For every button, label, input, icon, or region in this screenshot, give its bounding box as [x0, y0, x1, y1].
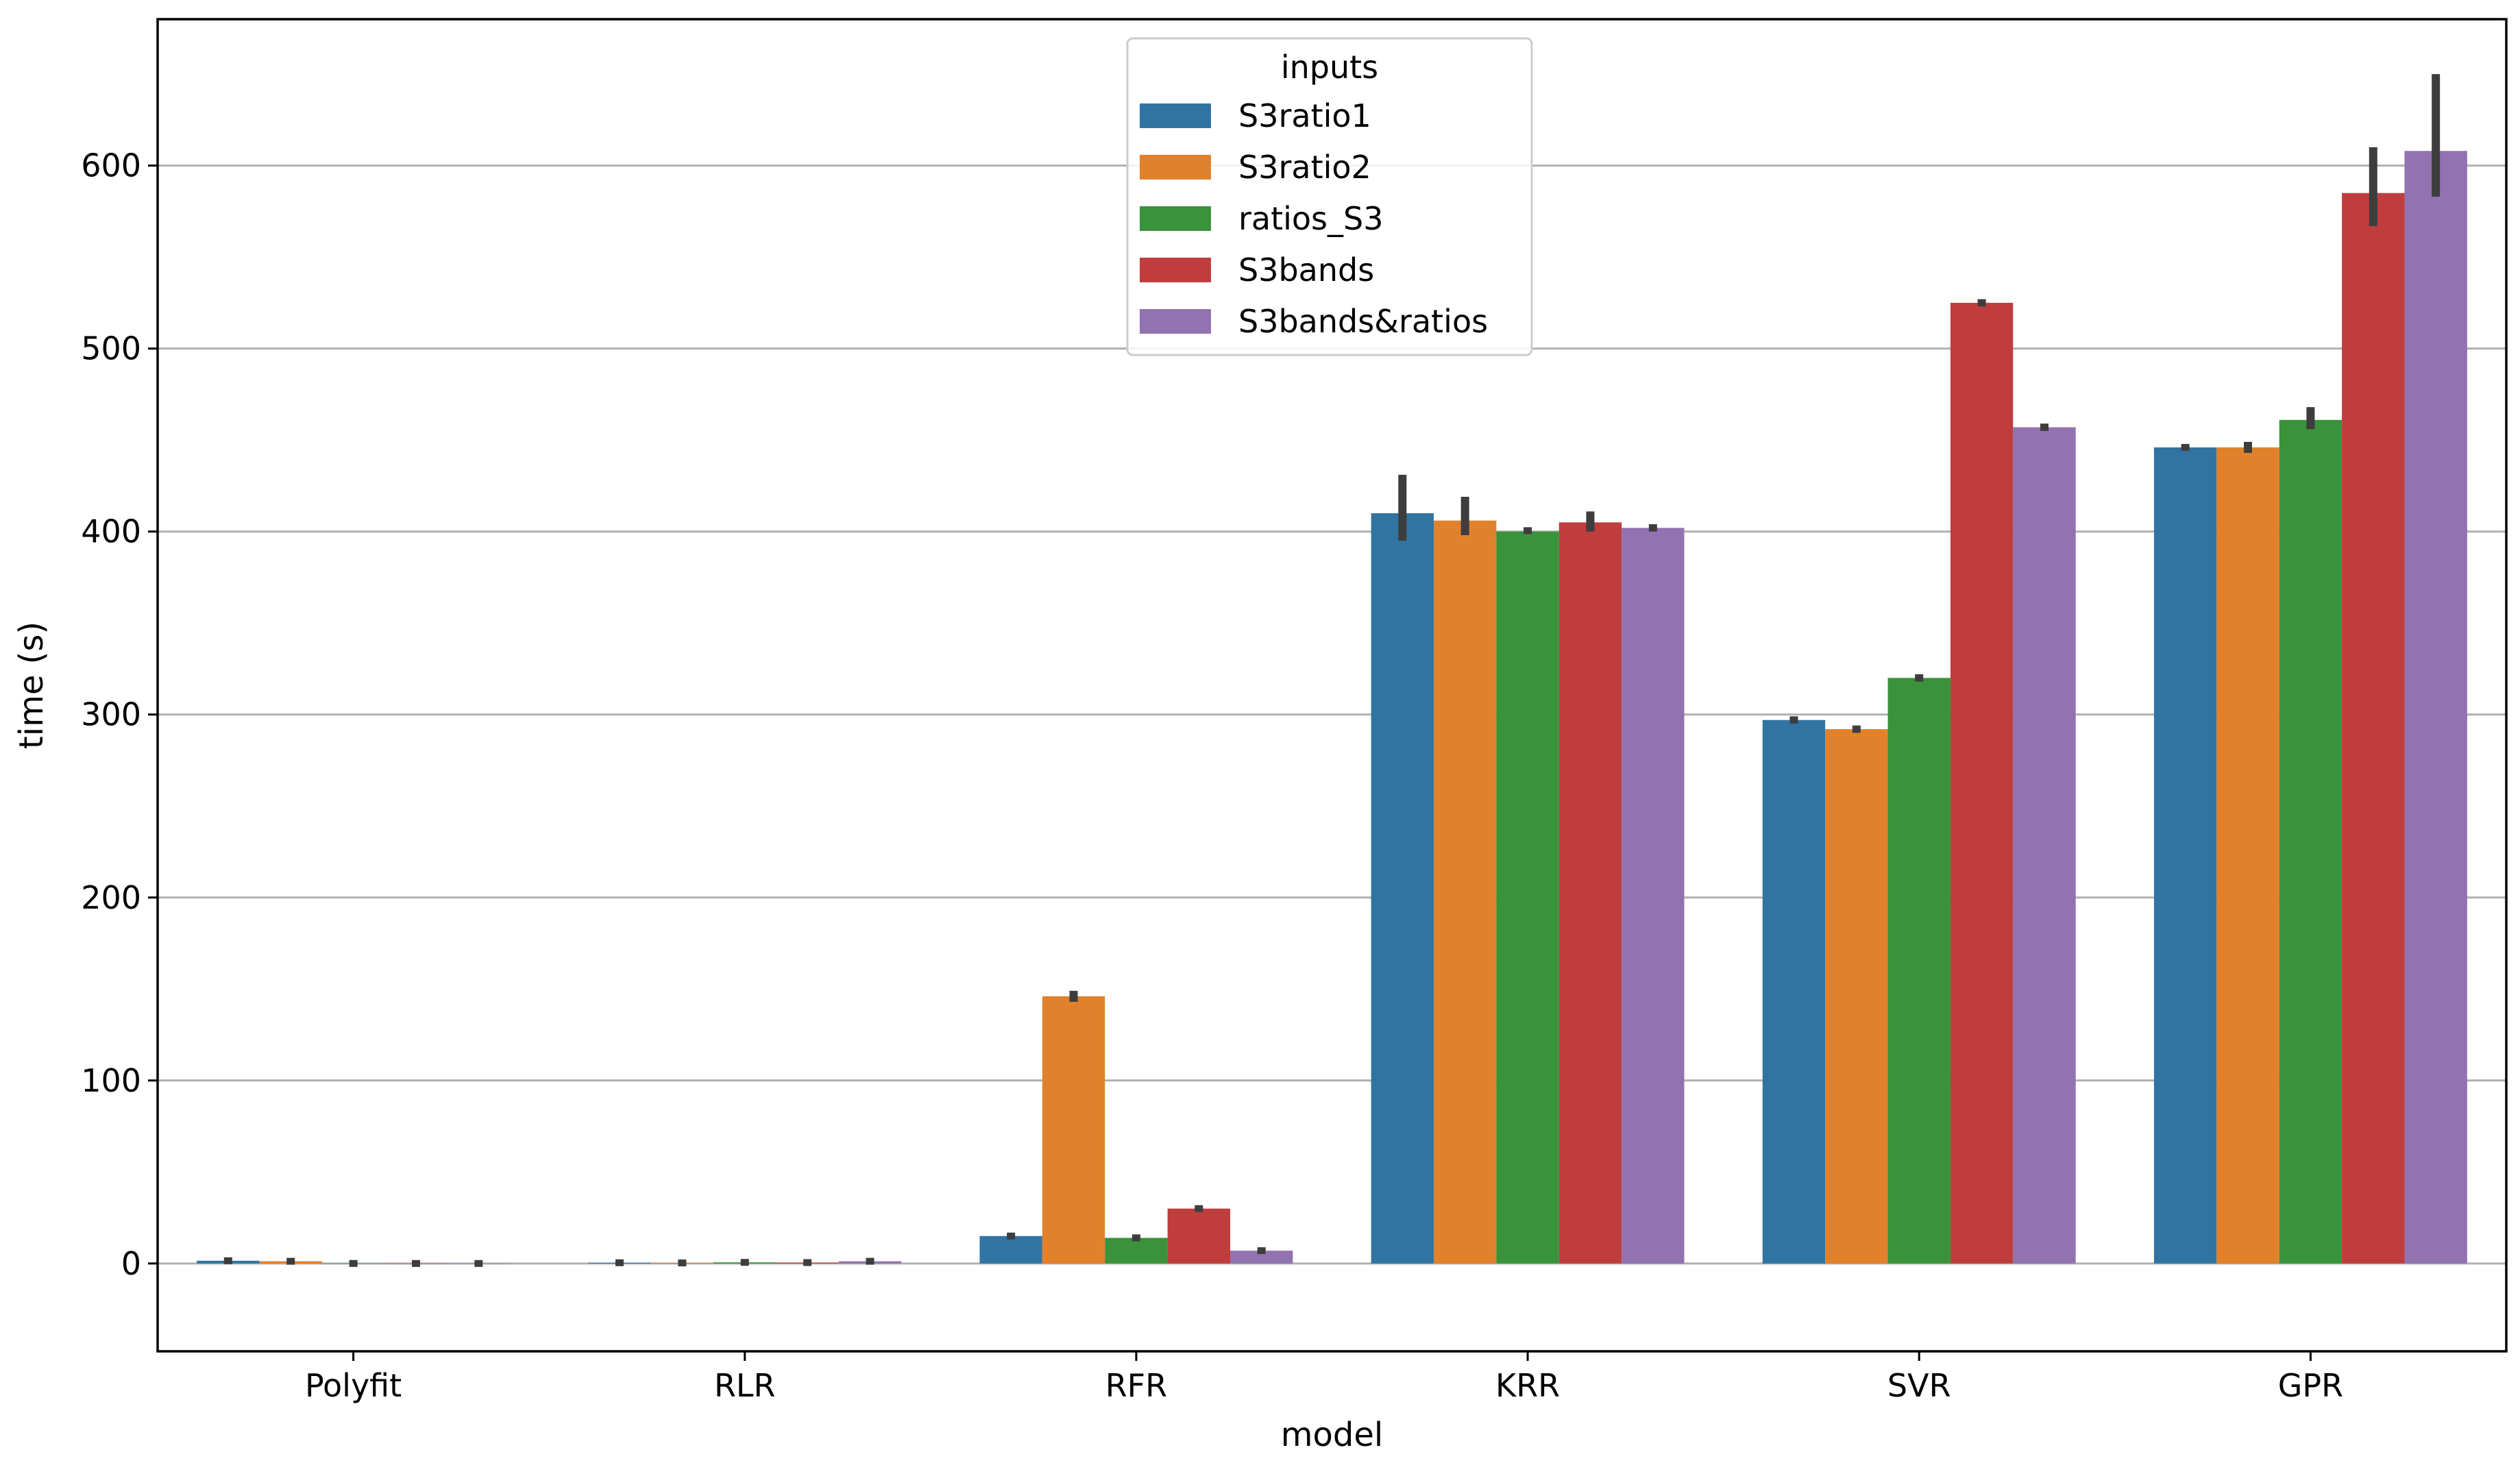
bar-ratios-s3-krr [1496, 531, 1559, 1264]
bar-ratios-s3-gpr [2279, 419, 2342, 1264]
legend-box [1126, 37, 1533, 356]
y-ticks: 0 100 200 300 400 500 600 [81, 147, 158, 1282]
bar-s3ratio1-svr [1762, 720, 1826, 1264]
bar-s3bands-ratios-rfr [1230, 1251, 1293, 1264]
legend-swatch [1140, 258, 1211, 282]
bar-s3ratio2-rfr [1042, 996, 1105, 1264]
legend-label: ratios_S3 [1238, 200, 1384, 237]
legend-swatch [1140, 155, 1211, 180]
legend-label: S3bands&ratios [1238, 303, 1488, 340]
legend-title: inputs [1281, 49, 1378, 86]
legend-swatch [1140, 309, 1211, 334]
bar-ratios-s3-rfr [1105, 1238, 1168, 1264]
bar-s3bands-svr [1950, 302, 2014, 1264]
y-tick-label: 200 [81, 879, 141, 916]
bar-s3ratio2-krr [1434, 520, 1497, 1264]
legend-label: S3ratio1 [1238, 97, 1371, 134]
legend-items: S3ratio1 S3ratio2 ratios_S3 S3bands S3bands&… [1140, 97, 1488, 340]
y-tick-label: 500 [81, 330, 141, 367]
x-tick-label: RFR [1105, 1367, 1167, 1404]
x-tick-label: GPR [2278, 1367, 2343, 1404]
bar-ratios-s3-svr [1887, 678, 1950, 1264]
legend-swatch [1140, 206, 1211, 231]
y-tick-label: 400 [81, 513, 141, 550]
x-tick-label: RLR [714, 1367, 776, 1404]
plot-frame [156, 18, 2508, 1353]
x-axis-label: model [1281, 1416, 1383, 1454]
bar-s3ratio1-gpr [2153, 447, 2217, 1264]
bar-s3bands-ratios-krr [1622, 528, 1685, 1264]
x-ticks: Polyfit RLR RFR KRR SVR GPR [305, 1351, 2343, 1404]
bar-s3bands-rfr [1167, 1208, 1230, 1264]
bar-s3ratio1-krr [1371, 513, 1434, 1264]
legend-swatch [1140, 103, 1211, 128]
x-tick-label: SVR [1887, 1367, 1951, 1404]
error-bars [223, 74, 2441, 1267]
legend-label: S3ratio2 [1238, 149, 1371, 186]
y-tick-label: 0 [121, 1245, 141, 1282]
legend-label: S3bands [1238, 251, 1374, 288]
bar-s3ratio2-svr [1825, 729, 1888, 1264]
y-tick-label: 600 [81, 147, 141, 184]
bar-s3bands-ratios-svr [2013, 427, 2076, 1264]
legend: inputs S3ratio1S3ratio2ratios_S3S3bandsS… [1126, 37, 1533, 356]
y-axis-label: time (s) [12, 622, 51, 749]
y-tick-label: 100 [81, 1062, 141, 1099]
bar-s3bands-ratios-gpr [2404, 151, 2467, 1264]
x-tick-label: Polyfit [305, 1367, 402, 1404]
bars [197, 151, 2467, 1264]
y-tick-label: 300 [81, 696, 141, 733]
bar-s3ratio1-rfr [979, 1235, 1042, 1264]
x-tick-label: KRR [1495, 1367, 1560, 1404]
bar-s3bands-gpr [2342, 193, 2405, 1264]
bar-s3bands-krr [1558, 522, 1622, 1264]
bar-s3ratio2-gpr [2216, 447, 2279, 1264]
